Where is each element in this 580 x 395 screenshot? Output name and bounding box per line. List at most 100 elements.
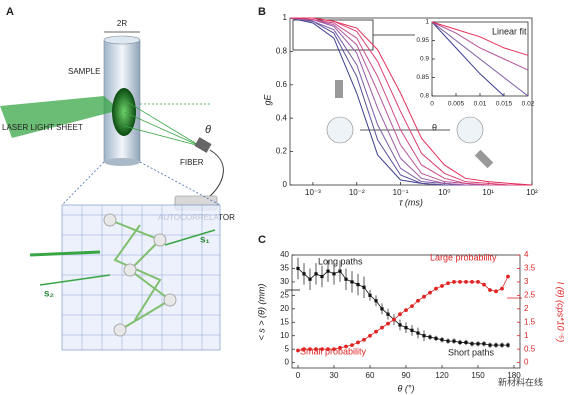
exit-arrow	[164, 229, 216, 246]
marker	[314, 347, 318, 352]
y-tick-label: 0	[283, 180, 288, 189]
marker	[398, 323, 402, 327]
panel-a: A 2R θ FIBER SAMPLE LASER LIGHT SHEET AU…	[0, 6, 235, 351]
tube-bottom	[104, 158, 140, 166]
marker	[476, 280, 480, 284]
marker	[494, 289, 498, 294]
y-tick-label: 0.2	[276, 147, 288, 156]
marker	[404, 308, 408, 313]
marker	[410, 304, 414, 309]
y-tick-label: 20	[280, 304, 289, 313]
annotation: Small probability	[300, 346, 367, 356]
marker	[350, 343, 354, 348]
marker	[428, 290, 432, 295]
marker	[338, 345, 342, 350]
series-line	[431, 21, 529, 56]
x-tick-label: 0.01	[474, 101, 487, 108]
marker	[350, 280, 354, 284]
marker	[446, 339, 450, 343]
x-tick-label: 10¹	[482, 188, 494, 197]
scatter-ray	[123, 99, 201, 147]
marker	[482, 282, 486, 287]
y-tick-label: 40	[280, 250, 289, 259]
marker	[344, 344, 348, 349]
fiber-cable	[204, 149, 224, 201]
marker	[422, 334, 426, 338]
marker	[314, 272, 318, 276]
y-tick-label: 1	[283, 13, 288, 22]
scatter-ray	[123, 111, 201, 147]
y-tick-label: 0.9	[420, 56, 429, 63]
sample-icon	[326, 116, 354, 144]
marker	[440, 338, 444, 342]
marker	[428, 335, 432, 339]
marker	[302, 272, 306, 276]
sample-label: SAMPLE	[68, 67, 100, 76]
mesh-grid	[62, 205, 220, 350]
marker	[440, 284, 444, 288]
scatterer	[103, 213, 117, 227]
marker	[488, 288, 492, 292]
marker	[506, 343, 510, 347]
marker	[308, 277, 312, 281]
marker	[458, 340, 462, 345]
scatterer	[113, 323, 127, 337]
marker	[458, 280, 462, 284]
marker	[356, 282, 360, 287]
scatterer	[123, 263, 137, 277]
marker	[392, 317, 396, 322]
marker	[344, 277, 348, 281]
marker	[500, 286, 504, 291]
marker	[338, 269, 342, 273]
zoom-line	[61, 161, 105, 206]
x-tick-label: 90	[402, 371, 411, 380]
y-tick-label: 0	[285, 358, 290, 367]
s1-label: s₁	[200, 235, 210, 246]
marker	[320, 347, 324, 352]
y-axis-label: < s > (θ) (mm)	[256, 284, 266, 341]
series-line	[297, 276, 509, 351]
scatterer	[153, 233, 167, 247]
marker	[308, 347, 312, 352]
marker	[374, 299, 378, 303]
marker	[416, 331, 420, 335]
marker	[380, 325, 384, 330]
marker	[476, 342, 480, 346]
x-tick-label: 0.005	[448, 101, 465, 108]
y2-tick-label: 0	[524, 358, 529, 367]
y-tick-label: 0.85	[416, 74, 429, 81]
y-tick-label: 0.8	[276, 47, 288, 56]
marker	[506, 274, 510, 279]
marker	[452, 339, 456, 343]
panel-c-decor	[285, 289, 522, 299]
y2-tick-label: 3.5	[524, 264, 536, 273]
x-tick-label: 0	[430, 101, 434, 108]
y-tick-label: 0.95	[416, 37, 429, 44]
x-axis-label: θ (°)	[398, 383, 415, 393]
y2-tick-label: 1	[524, 331, 529, 340]
x-tick-label: 30	[330, 371, 339, 380]
marker	[416, 298, 420, 303]
marker	[470, 280, 474, 284]
annotation: θ	[432, 122, 437, 132]
x-tick-label: 10²	[526, 188, 538, 197]
x-tick-label: 0.02	[522, 101, 535, 108]
x-axis-label: τ (ms)	[399, 197, 423, 207]
series-line	[290, 17, 533, 186]
detector-icon	[474, 149, 494, 169]
marker	[410, 328, 414, 332]
marker	[368, 333, 372, 338]
series-line	[289, 17, 532, 186]
x-tick-label: 10⁰	[438, 188, 450, 197]
s2-label: s₂	[44, 289, 54, 300]
marker	[368, 293, 372, 297]
theta-label: θ	[205, 124, 211, 136]
annotation: Linear fit	[492, 26, 527, 36]
watermark: 新材料在线	[498, 376, 543, 387]
marker	[296, 348, 300, 353]
y-tick-label: 35	[280, 264, 289, 273]
marker	[296, 266, 300, 271]
series-line	[431, 21, 529, 97]
marker	[464, 280, 468, 284]
panel-label: C	[258, 234, 266, 246]
